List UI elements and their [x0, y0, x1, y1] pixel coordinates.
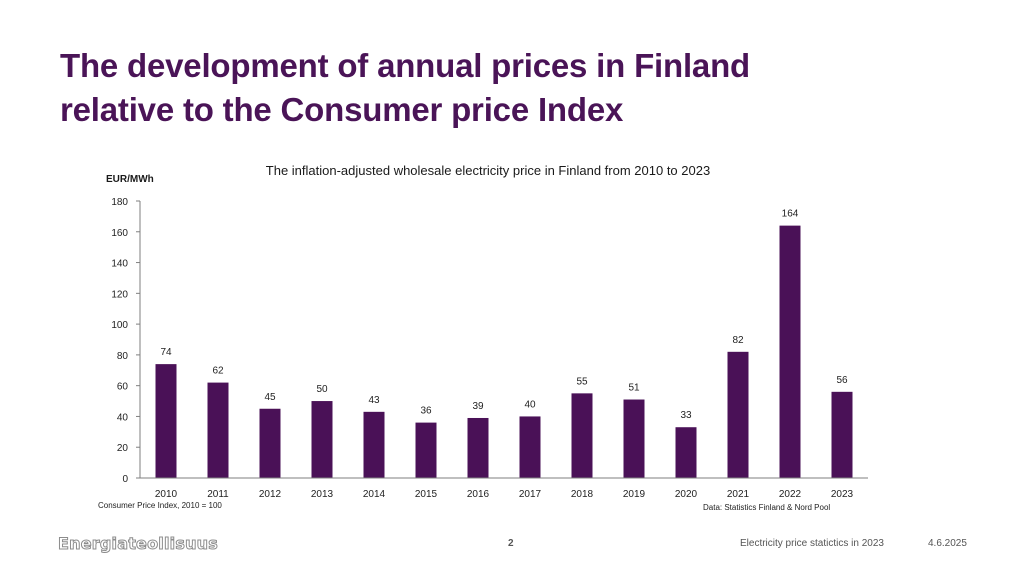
x-tick-label: 2018 — [571, 489, 594, 500]
data-source-note: Data: Statistics Finland & Nord Pool — [703, 503, 830, 512]
x-tick-label: 2021 — [727, 489, 750, 500]
y-axis: 0 20 40 60 80 100 120 140 160 180 — [111, 197, 141, 485]
energiateollisuus-logo: Energiateollisuus — [58, 534, 219, 554]
bars — [155, 225, 853, 478]
cpi-note: Consumer Price Index, 2010 = 100 — [98, 501, 222, 510]
bar-2018 — [571, 393, 593, 478]
x-tick-label: 2013 — [311, 489, 334, 500]
data-label-2010: 74 — [160, 347, 172, 358]
data-label-2013: 50 — [316, 384, 328, 395]
data-label-2016: 39 — [472, 401, 484, 412]
bar-2022 — [779, 225, 801, 478]
y-tick-label: 0 — [122, 474, 128, 485]
x-tick-label: 2019 — [623, 489, 646, 500]
x-tick-label: 2022 — [779, 489, 802, 500]
bar-2015 — [415, 422, 437, 478]
data-label-2011: 62 — [212, 366, 224, 377]
bar-2012 — [259, 408, 281, 478]
data-label-2020: 33 — [680, 410, 692, 421]
y-tick-label: 100 — [111, 320, 128, 331]
y-axis-label: EUR/MWh — [106, 174, 154, 185]
bar-2019 — [623, 399, 645, 478]
y-tick-label: 120 — [111, 289, 128, 300]
x-axis: 2010 2011 2012 2013 2014 2015 2016 2017 2018 2019… — [140, 477, 868, 500]
data-label-2023: 56 — [836, 375, 848, 386]
chart-title: The inflation-adjusted wholesale electri… — [266, 163, 710, 178]
y-tick-label: 180 — [111, 197, 128, 208]
bar-2020 — [675, 427, 697, 478]
bar-2011 — [207, 382, 229, 478]
x-tick-label: 2010 — [155, 489, 178, 500]
x-tick-label: 2012 — [259, 489, 282, 500]
data-label-2021: 82 — [732, 335, 744, 346]
x-tick-label: 2014 — [363, 489, 386, 500]
bar-2017 — [519, 416, 541, 478]
slide-title-line-1: The development of annual prices in Finl… — [60, 47, 750, 84]
bar-2023 — [831, 391, 853, 478]
y-tick-label: 80 — [117, 351, 129, 362]
page-number: 2 — [508, 538, 514, 549]
bar-2010 — [155, 364, 177, 478]
y-tick-label: 140 — [111, 259, 128, 270]
y-tick-label: 160 — [111, 228, 128, 239]
x-tick-label: 2016 — [467, 489, 490, 500]
bar-2013 — [311, 401, 333, 478]
data-label-2015: 36 — [420, 406, 432, 417]
data-label-2017: 40 — [524, 399, 536, 410]
bar-2014 — [363, 411, 385, 478]
data-label-2012: 45 — [264, 392, 276, 403]
y-tick-label: 20 — [117, 443, 129, 454]
x-tick-label: 2017 — [519, 489, 542, 500]
bar-2016 — [467, 417, 489, 478]
footer-date: 4.6.2025 — [928, 538, 967, 549]
x-tick-label: 2011 — [207, 489, 229, 500]
x-tick-label: 2020 — [675, 489, 698, 500]
slide-title: The development of annual prices in Finl… — [60, 44, 750, 132]
data-labels: 74 62 45 50 43 36 39 40 55 51 33 82 164 56 — [160, 209, 848, 422]
x-tick-label: 2015 — [415, 489, 438, 500]
y-tick-label: 60 — [117, 382, 129, 393]
x-tick-label: 2023 — [831, 489, 854, 500]
data-label-2019: 51 — [628, 383, 640, 394]
footer-text: Electricity price statictics in 2023 — [740, 538, 884, 549]
data-label-2014: 43 — [368, 395, 380, 406]
y-tick-label: 40 — [117, 412, 129, 423]
data-label-2022: 164 — [782, 209, 799, 220]
data-label-2018: 55 — [576, 376, 588, 387]
bar-2021 — [727, 351, 749, 478]
slide-title-line-2: relative to the Consumer price Index — [60, 91, 624, 128]
